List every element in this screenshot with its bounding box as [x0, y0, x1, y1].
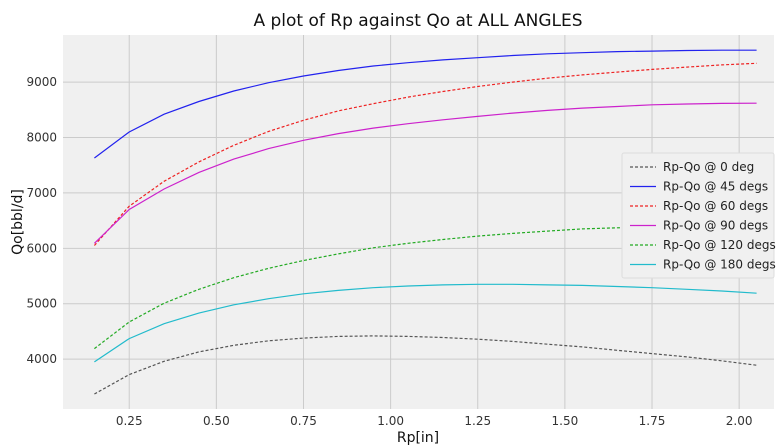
chart-title: A plot of Rp against Qo at ALL ANGLES — [253, 11, 582, 31]
y-axis-label: Qo[bbl/d] — [10, 189, 26, 255]
legend-label: Rp-Qo @ 60 degs — [663, 199, 768, 213]
legend-label: Rp-Qo @ 120 degs — [663, 238, 776, 252]
x-tick-label: 1.25 — [464, 414, 491, 428]
legend-label: Rp-Qo @ 0 deg — [663, 160, 754, 174]
x-axis-label: Rp[in] — [397, 430, 439, 446]
x-axis-ticks: 0.25 0.50 0.75 1.00 1.25 1.50 1.75 2.00 — [116, 414, 753, 428]
legend: Rp-Qo @ 0 deg Rp-Qo @ 45 degs Rp-Qo @ 60 d… — [621, 152, 776, 279]
x-tick-label: 1.75 — [639, 414, 666, 428]
y-axis-ticks: 4000 5000 6000 7000 8000 9000 — [26, 75, 57, 366]
x-tick-label: 0.50 — [203, 414, 230, 428]
y-tick-label: 8000 — [26, 131, 57, 145]
series-line-4 — [94, 225, 757, 350]
x-tick-label: 1.50 — [552, 414, 579, 428]
y-tick-label: 7000 — [26, 186, 57, 200]
series-line-2 — [93, 62, 757, 246]
series-line-5 — [94, 283, 757, 363]
legend-label: Rp-Qo @ 180 degs — [663, 258, 776, 272]
series-lines — [93, 49, 757, 395]
series-line-0 — [94, 335, 757, 395]
x-tick-label: 0.75 — [290, 414, 317, 428]
x-tick-label: 1.00 — [377, 414, 404, 428]
series-line-3 — [93, 102, 757, 244]
x-tick-label: 2.00 — [726, 414, 753, 428]
legend-label: Rp-Qo @ 45 degs — [663, 180, 768, 194]
legend-label: Rp-Qo @ 90 degs — [663, 219, 768, 233]
y-tick-label: 4000 — [26, 352, 57, 366]
y-tick-label: 9000 — [26, 75, 57, 89]
y-tick-label: 6000 — [26, 241, 57, 255]
y-tick-label: 5000 — [26, 297, 57, 311]
x-tick-label: 0.25 — [116, 414, 143, 428]
series-line-1 — [94, 49, 757, 159]
legend-box — [621, 152, 775, 279]
